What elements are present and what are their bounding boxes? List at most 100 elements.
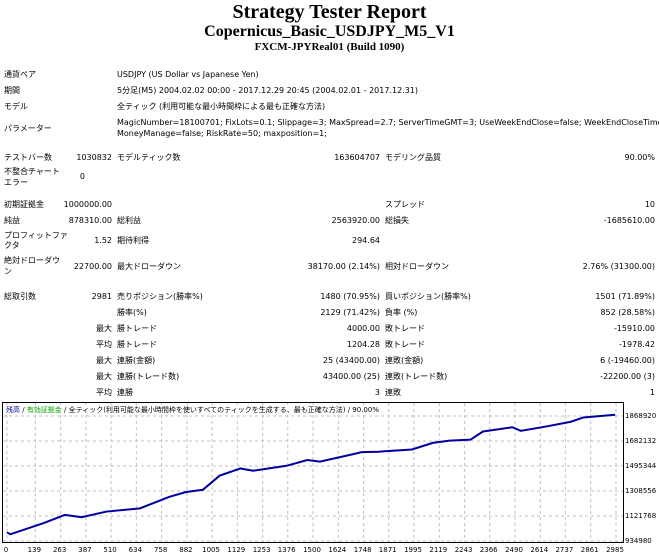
server-build: FXCM-JPYReal01 (Build 1090)	[254, 41, 405, 53]
x-tick-label: 1376	[277, 546, 296, 554]
label: 負率 (%)	[385, 308, 418, 317]
x-tick-label: 2366	[479, 546, 498, 554]
x-tick-label: 2861	[580, 546, 599, 554]
label: 連勝(金額)	[117, 356, 156, 365]
label: 連勝	[117, 388, 133, 397]
y-tick-label: 1495344	[625, 462, 657, 470]
label: スプレッド	[385, 200, 425, 209]
label: 勝トレード	[117, 324, 157, 333]
legend-model: 全ティック(利用可能な最小時間枠を使いすべてのティックを生成する、最も正確な方法…	[68, 406, 346, 414]
info-value: USDJPY (US Dollar vs Japanese Yen)	[117, 70, 259, 79]
label: 最大ドローダウン	[117, 262, 181, 271]
row-prefix: 最大	[96, 324, 112, 333]
value: 1480 (70.95%)	[320, 292, 380, 301]
label: 初期証拠金	[4, 200, 44, 209]
label: プロフィットファ	[4, 231, 68, 240]
x-tick-label: 1253	[252, 546, 271, 554]
label: 純益	[4, 216, 20, 225]
label: 売りポジション(勝率%)	[117, 292, 203, 301]
x-tick-label: 510	[103, 546, 117, 554]
x-tick-label: 1005	[202, 546, 220, 554]
x-tick-label: 263	[52, 546, 67, 554]
info-label: モデル	[4, 102, 28, 111]
row-prefix: 平均	[96, 388, 112, 397]
label: 勝トレード	[117, 340, 157, 349]
label: テストバー数	[4, 153, 52, 162]
value: 4000.00	[346, 324, 380, 333]
label: 連勝(トレード数)	[117, 372, 180, 381]
label: 連敗(トレード数)	[385, 372, 448, 381]
y-tick-label: 1868920	[625, 412, 657, 420]
info-value: 全ティック (利用可能な最小時間枠による最も正確な方法)	[117, 102, 326, 111]
value: -1978.42	[619, 340, 655, 349]
label: 期待利得	[117, 236, 149, 245]
label: エラー	[4, 178, 28, 187]
legend-balance: 残高	[6, 406, 20, 414]
y-tick-label: 934980	[625, 537, 652, 545]
x-tick-label: 2985	[606, 546, 624, 554]
label: モデルティック数	[117, 153, 181, 162]
expert-name: Copernicus_Basic_USDJPY_M5_V1	[204, 23, 455, 40]
label: 総取引数	[4, 292, 36, 301]
legend-quality: 90.00%	[352, 406, 379, 414]
balance-line	[6, 413, 616, 536]
info-label: 通貨ペア	[4, 70, 36, 79]
x-tick-label: 2737	[555, 546, 574, 554]
x-tick-label: 2614	[530, 546, 549, 554]
x-tick-label: 387	[78, 546, 92, 554]
value: 1000000.00	[63, 200, 112, 209]
y-tick-label: 1682132	[625, 437, 657, 445]
info-value: 5分足(M5) 2004.02.02 00:00 - 2017.12.29 20…	[117, 86, 419, 95]
y-tick-label: 1308556	[625, 487, 657, 495]
value: 1.52	[94, 236, 112, 245]
legend-equity: 有効証拠金	[26, 406, 62, 414]
chart-legend: 残高 / 有効証拠金 / 全ティック(利用可能な最小時間枠を使いすべてのティック…	[6, 405, 379, 415]
x-tick-label: 758	[153, 546, 168, 554]
value: -1685610.00	[603, 216, 655, 225]
value: 10	[644, 200, 655, 209]
value: 294.64	[352, 236, 380, 245]
x-tick-label: 1995	[404, 546, 422, 554]
legend-sep: /	[20, 406, 27, 414]
label: 総利益	[117, 216, 141, 225]
value: 22700.00	[73, 262, 112, 271]
value: 43400.00 (25)	[322, 372, 380, 381]
value: 2563920.00	[331, 216, 380, 225]
info-value: MoneyManage=false; RiskRate=50; maxposit…	[117, 129, 327, 138]
legend-sep: /	[345, 406, 353, 414]
value: 1204.28	[346, 340, 380, 349]
x-tick-label: 1871	[378, 546, 397, 554]
row-prefix: 最大	[96, 356, 112, 365]
label: 敗トレード	[385, 340, 425, 349]
label: 不整合チャート	[4, 167, 60, 176]
value: 163604707	[334, 153, 380, 162]
x-tick-label: 2490	[505, 546, 523, 554]
x-tick-label: 1500	[303, 546, 321, 554]
value: 878310.00	[68, 216, 112, 225]
label: クタ	[4, 241, 20, 250]
label: 連敗	[385, 388, 401, 397]
value: 3	[374, 388, 380, 397]
x-tick-label: 0	[3, 546, 9, 554]
label: 絶対ドローダウ	[4, 256, 60, 265]
value: 1501 (71.89%)	[595, 292, 655, 301]
balance-chart: 残高 / 有効証拠金 / 全ティック(利用可能な最小時間枠を使いすべてのティック…	[2, 402, 624, 543]
label: 相対ドローダウン	[385, 262, 449, 271]
x-tick-label: 634	[128, 546, 143, 554]
x-tick-label: 2243	[454, 546, 473, 554]
row-prefix: 平均	[96, 340, 112, 349]
value: 25 (43400.00)	[322, 356, 380, 365]
value: 2981	[91, 292, 112, 301]
value: -15910.00	[613, 324, 655, 333]
label: 連敗(金額)	[385, 356, 424, 365]
report-title: Strategy Tester Report	[232, 1, 427, 23]
value: 2.76% (31300.00)	[582, 262, 655, 271]
label: 買いポジション(勝率%)	[385, 292, 471, 301]
value: 90.00%	[624, 153, 655, 162]
row-prefix: 最大	[96, 372, 112, 381]
x-tick-label: 139	[27, 546, 42, 554]
label: 敗トレード	[385, 324, 425, 333]
value: 0	[79, 172, 85, 181]
legend-sep: /	[61, 406, 69, 414]
value: 1	[649, 388, 655, 397]
